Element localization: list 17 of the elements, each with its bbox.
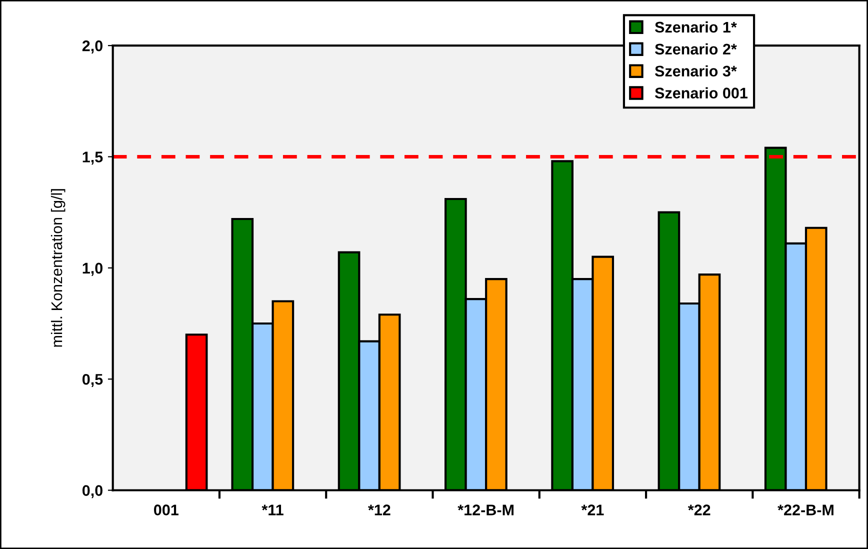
- x-tick-label: *22: [688, 504, 710, 516]
- x-tick-label: *11: [262, 504, 284, 516]
- y-tick-label: 1,0: [82, 262, 102, 276]
- x-tick-label: 001: [154, 504, 178, 516]
- legend-label: Szenario 001: [654, 87, 748, 98]
- y-tick-label: 1,5: [82, 152, 103, 165]
- y-axis-title: mittl. Konzentration [g/l]: [50, 189, 66, 347]
- x-tick-label: *21: [581, 504, 604, 516]
- legend-label: Szenario 1*: [654, 21, 737, 33]
- x-tick-label: *22-B-M: [778, 504, 834, 516]
- legend-label: Szenario 3*: [654, 65, 737, 77]
- x-tick-label: *12: [368, 504, 390, 516]
- y-tick-label: 0,5: [82, 374, 103, 387]
- y-tick-label: 0,0: [82, 485, 102, 498]
- y-tick-label: 2,0: [82, 40, 102, 54]
- legend-label: Szenario 2*: [654, 43, 737, 55]
- x-tick-label: *12-B-M: [458, 504, 514, 516]
